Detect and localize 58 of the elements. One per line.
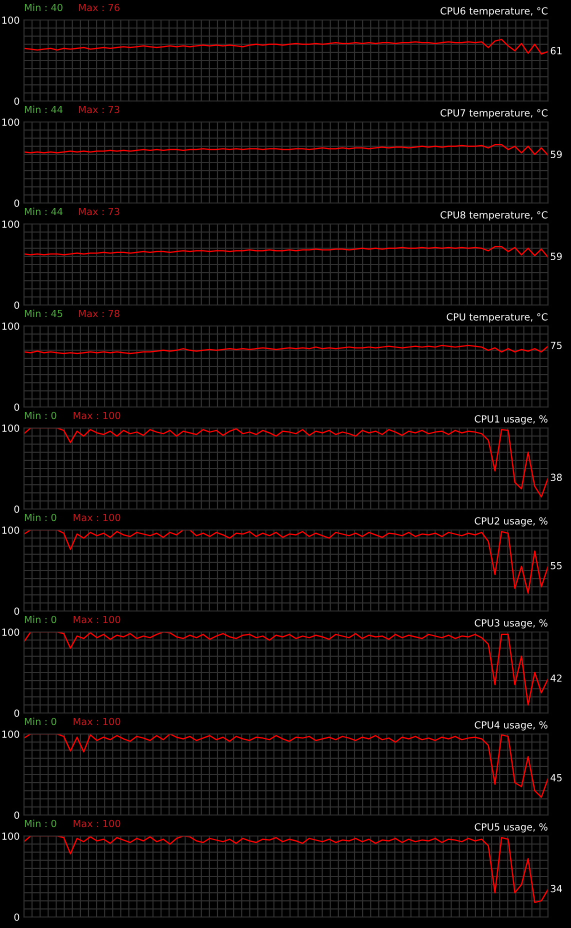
chart-title: CPU6 temperature, °C bbox=[440, 7, 548, 16]
text: Max : 78 bbox=[79, 310, 120, 318]
chart-title: CPU1 usage, % bbox=[474, 415, 548, 424]
y-tick-label: 0 bbox=[14, 913, 20, 921]
text: Min : 0 bbox=[24, 820, 56, 828]
text: Min : 0 bbox=[24, 514, 56, 522]
line-series bbox=[24, 344, 548, 354]
text: 45 bbox=[550, 774, 562, 782]
text: Max : 100 bbox=[74, 820, 120, 828]
chart-title: CPU8 temperature, °C bbox=[440, 211, 548, 220]
text: Min : 45 bbox=[24, 310, 62, 318]
y-tick-label: 100 bbox=[2, 424, 20, 432]
y-tick-label: 100 bbox=[2, 832, 20, 840]
text: Max : 100 bbox=[74, 412, 120, 420]
y-tick-label: 0 bbox=[14, 403, 20, 411]
text: 55 bbox=[550, 562, 562, 570]
chart-title: CPU temperature, °C bbox=[446, 313, 548, 322]
text: Max : 73 bbox=[79, 208, 120, 216]
chart-title: CPU4 usage, % bbox=[474, 721, 548, 730]
y-tick-label: 0 bbox=[14, 97, 20, 105]
text: Max : 76 bbox=[79, 4, 120, 12]
text: 75 bbox=[550, 342, 562, 350]
chart-title: CPU3 usage, % bbox=[474, 619, 548, 628]
text: Max : 100 bbox=[74, 514, 120, 522]
text: 38 bbox=[550, 474, 562, 482]
text: 42 bbox=[550, 674, 562, 682]
y-tick-label: 100 bbox=[2, 628, 20, 636]
text: Min : 0 bbox=[24, 412, 56, 420]
text: Min : 44 bbox=[24, 208, 63, 216]
text: Max : 73 bbox=[79, 106, 120, 114]
text: Max : 100 bbox=[74, 718, 120, 726]
line-series bbox=[24, 38, 548, 55]
text: Min : 0 bbox=[24, 616, 56, 624]
text: 61 bbox=[550, 47, 562, 54]
chart-title: CPU5 usage, % bbox=[474, 823, 548, 832]
line-series bbox=[24, 144, 548, 156]
chart-title: CPU7 temperature, °C bbox=[440, 109, 548, 118]
y-tick-label: 0 bbox=[14, 199, 20, 207]
chart-title: CPU2 usage, % bbox=[474, 517, 548, 526]
y-tick-label: 0 bbox=[14, 709, 20, 717]
text: Min : 44 bbox=[24, 106, 63, 114]
y-tick-label: 0 bbox=[14, 811, 20, 819]
y-tick-label: 0 bbox=[14, 607, 20, 615]
y-tick-label: 100 bbox=[2, 16, 20, 24]
text: Min : 0 bbox=[24, 718, 56, 726]
text: 59 bbox=[550, 150, 562, 158]
y-tick-label: 100 bbox=[2, 118, 20, 126]
text: Max : 100 bbox=[74, 616, 120, 624]
y-tick-label: 0 bbox=[14, 301, 20, 309]
text: Min : 40 bbox=[24, 4, 62, 12]
y-tick-label: 100 bbox=[2, 526, 20, 534]
line-series bbox=[24, 246, 548, 258]
y-tick-label: 0 bbox=[14, 505, 20, 513]
y-tick-label: 100 bbox=[2, 730, 20, 738]
text: 59 bbox=[550, 252, 562, 260]
y-tick-label: 100 bbox=[2, 322, 20, 330]
y-tick-label: 100 bbox=[2, 220, 20, 228]
text: 34 bbox=[550, 884, 562, 892]
